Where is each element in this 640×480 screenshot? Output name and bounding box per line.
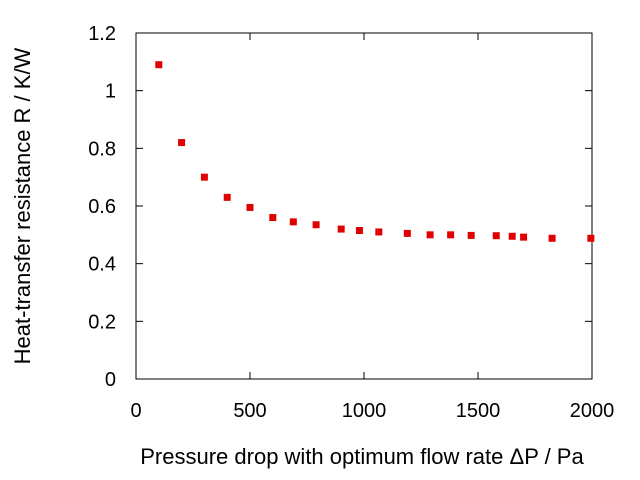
data-point	[289, 218, 297, 226]
data-point	[508, 232, 516, 240]
y-tick-label: 1.2	[88, 23, 116, 45]
data-point	[587, 234, 595, 242]
data-point	[467, 231, 475, 239]
data-point	[520, 233, 528, 241]
x-tick-label: 0	[130, 400, 141, 422]
plot-frame	[135, 32, 593, 380]
data-point	[178, 139, 186, 147]
data-point	[155, 61, 163, 69]
y-tick-label: 0.4	[88, 254, 116, 276]
data-point	[375, 228, 383, 236]
x-tick-label: 1000	[342, 400, 387, 422]
data-point	[426, 231, 434, 239]
data-point	[355, 227, 363, 235]
y-axis-title: Heat-transfer resistance R / K/W	[10, 47, 35, 364]
data-points	[155, 61, 595, 242]
data-point	[403, 229, 411, 237]
data-point	[492, 232, 500, 240]
x-tick-label: 1500	[456, 400, 501, 422]
data-point	[269, 214, 277, 222]
y-tick-label: 0.8	[88, 138, 116, 160]
y-tick-label: 1	[105, 81, 116, 103]
y-tick-label: 0.2	[88, 311, 116, 333]
x-tick-label: 2000	[570, 400, 615, 422]
data-point	[246, 203, 254, 211]
x-axis-title: Pressure drop with optimum flow rate ΔP …	[140, 444, 584, 469]
data-point	[223, 193, 231, 201]
data-point	[312, 221, 320, 229]
y-tick-label: 0.6	[88, 196, 116, 218]
data-point	[337, 225, 345, 233]
axis-ticks	[135, 32, 593, 380]
data-point	[200, 173, 208, 181]
data-point	[447, 231, 455, 239]
tick-labels: 0 500 1000 1500 2000 0 0.2 0.4 0.6 0.8 1 1.2	[88, 23, 614, 422]
data-point	[548, 234, 556, 242]
y-tick-label: 0	[105, 369, 116, 391]
x-tick-label: 500	[233, 400, 266, 422]
